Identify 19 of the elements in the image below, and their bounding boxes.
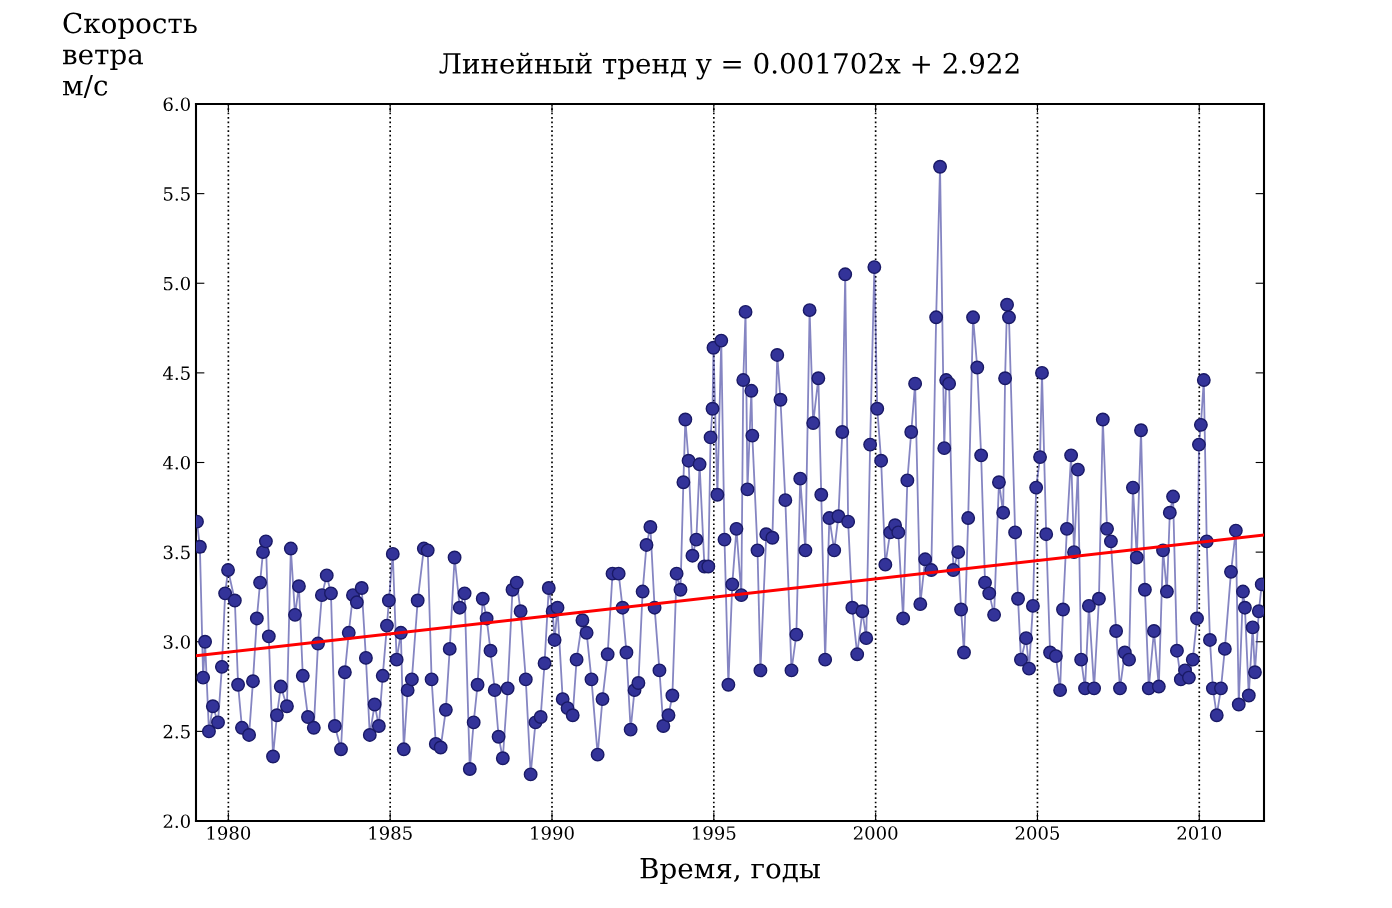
y-tick-label: 5.5	[163, 187, 190, 201]
y-tick-label: 2.5	[163, 724, 190, 739]
x-axis-title: Время, годы	[640, 858, 820, 885]
x-tick-label: 1990	[531, 826, 574, 840]
chart-title: Линейный тренд y = 0.001702x + 2.922	[439, 52, 1019, 80]
y-tick-label: 5.0	[163, 276, 190, 291]
y-tick-label: 4.5	[162, 366, 190, 380]
x-tick-label: 1995	[693, 826, 736, 840]
y-axis-title: Скорость ветра м/с	[62, 12, 197, 98]
y-tick-label: 3.5	[163, 545, 190, 560]
x-tick-label: 1980	[207, 826, 251, 840]
y-tick-label: 6.0	[163, 97, 190, 112]
x-tick-label: 2010	[1177, 826, 1222, 840]
y-tick-label: 3.0	[163, 635, 190, 649]
x-tick-label: 2005	[1015, 826, 1060, 840]
x-tick-label: 2000	[853, 826, 898, 840]
x-tick-label: 1985	[369, 826, 412, 840]
y-tick-label: 2.0	[163, 814, 190, 829]
y-tick-label: 4.0	[162, 455, 190, 470]
